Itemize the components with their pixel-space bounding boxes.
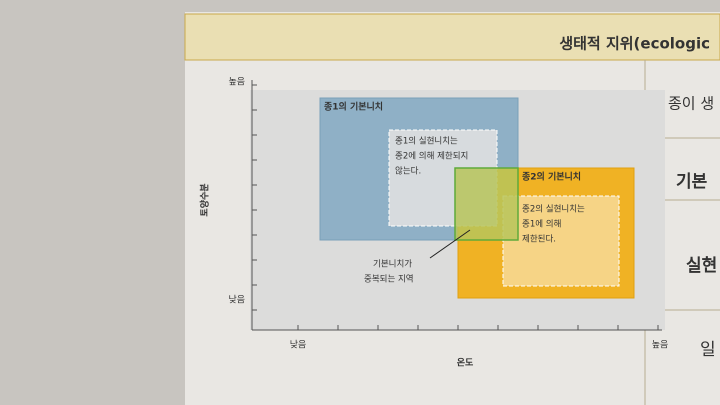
y-axis-title: 토양수분 xyxy=(199,183,211,216)
table-cell: 종이 생 xyxy=(668,95,714,113)
label: 종2의 기본니치 xyxy=(522,171,581,183)
table-cell: 일 xyxy=(700,340,716,360)
label: 중복되는 지역 xyxy=(364,274,414,285)
axis-label: 높음 xyxy=(652,340,669,351)
label: 않는다. xyxy=(395,167,421,177)
label: 종1의 기본니치 xyxy=(324,101,383,113)
axis-label: 높음 xyxy=(228,77,245,88)
label: 기본니치가 xyxy=(373,259,412,270)
x-axis-title: 온도 xyxy=(457,358,474,369)
pointer-line xyxy=(429,229,471,259)
table-cell: 실현 xyxy=(686,256,717,276)
label: 종2에 의해 제한되지 xyxy=(395,151,468,162)
label: 종1에 의해 xyxy=(522,219,561,230)
label: 종1의 실현니치는 xyxy=(395,136,458,147)
header-band xyxy=(184,13,720,61)
table-cell: 기본 xyxy=(676,172,708,192)
label: 제한된다. xyxy=(522,234,556,245)
overlap-region xyxy=(454,167,519,241)
header-title: 생태적 지위(ecologic xyxy=(559,35,710,53)
species2-realized xyxy=(502,195,620,287)
label: 종2의 실현니치는 xyxy=(522,204,585,215)
ticks xyxy=(252,84,659,330)
axes xyxy=(251,80,662,331)
axis-label: 낮음 xyxy=(290,340,307,351)
axis-label: 낮음 xyxy=(228,295,245,306)
